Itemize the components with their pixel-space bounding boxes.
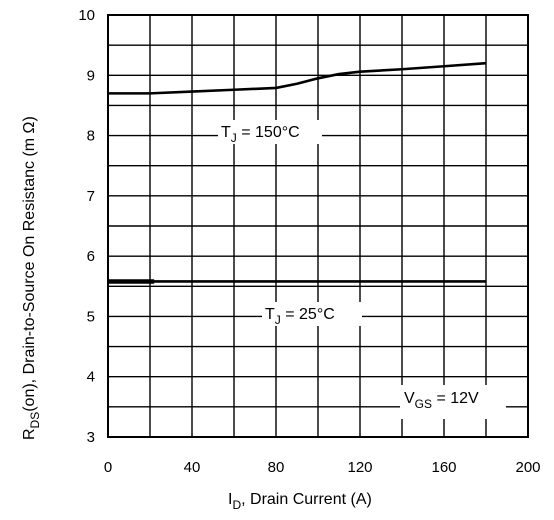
x-tick-label: 200 xyxy=(515,459,540,476)
x-tick-labels: 0 40 80 120 160 200 xyxy=(104,459,541,476)
annotation-25c: TJ = 25°C xyxy=(265,306,335,327)
annotation-vgs: VGS = 12V xyxy=(404,390,479,411)
series-line-150c xyxy=(108,61,487,95)
x-axis-label: ID, Drain Current (A) xyxy=(228,491,372,512)
y-tick-label: 8 xyxy=(87,128,95,145)
x-tick-label: 120 xyxy=(347,459,372,476)
x-tick-label: 80 xyxy=(268,459,285,476)
y-tick-label: 4 xyxy=(87,369,95,386)
y-tick-label: 7 xyxy=(87,188,95,205)
y-tick-labels: 3 4 5 6 7 8 9 10 xyxy=(78,7,95,446)
y-tick-label: 10 xyxy=(78,7,95,24)
y-tick-label: 6 xyxy=(87,248,95,265)
x-tick-label: 40 xyxy=(184,459,201,476)
x-tick-label: 0 xyxy=(104,459,112,476)
series-lines xyxy=(108,61,487,284)
x-tick-label: 160 xyxy=(431,459,456,476)
y-tick-label: 5 xyxy=(87,308,95,325)
annotation-150c: TJ = 150°C xyxy=(221,124,300,145)
y-axis-label: RDS(on), Drain-to-Source On Resistanc (m… xyxy=(21,116,42,440)
annotation-150c-backdrop xyxy=(218,120,322,144)
y-tick-label: 9 xyxy=(87,67,95,84)
annotation-vgs-backdrop xyxy=(400,385,506,419)
y-tick-label: 3 xyxy=(87,429,95,446)
plot-frame xyxy=(107,14,529,438)
annotation-25c-backdrop xyxy=(262,302,362,326)
